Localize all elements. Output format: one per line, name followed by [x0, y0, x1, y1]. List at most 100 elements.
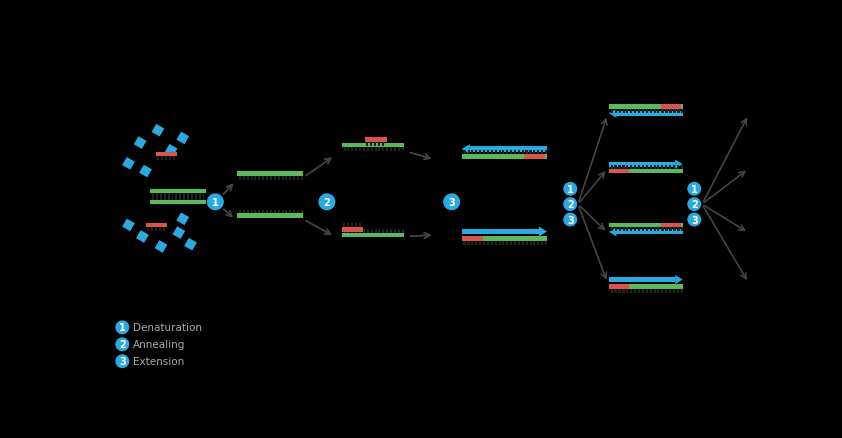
Bar: [251, 176, 253, 180]
Bar: [203, 194, 205, 198]
Bar: [609, 285, 629, 289]
Bar: [537, 151, 539, 155]
Bar: [545, 151, 547, 155]
Bar: [491, 151, 493, 155]
Bar: [525, 151, 528, 155]
Bar: [155, 240, 168, 253]
Bar: [669, 228, 671, 232]
Bar: [168, 194, 169, 198]
Bar: [646, 166, 647, 170]
Bar: [475, 241, 477, 245]
Bar: [622, 110, 625, 113]
Bar: [609, 170, 683, 174]
Bar: [673, 289, 675, 293]
Bar: [530, 241, 531, 245]
Bar: [634, 110, 636, 113]
Circle shape: [115, 338, 130, 351]
Bar: [464, 241, 466, 245]
Bar: [677, 289, 679, 293]
Bar: [472, 151, 473, 155]
Circle shape: [443, 194, 461, 211]
Bar: [653, 166, 656, 170]
Bar: [665, 228, 667, 232]
Text: 2: 2: [567, 200, 573, 210]
Bar: [611, 228, 613, 232]
Bar: [650, 166, 652, 170]
Bar: [203, 195, 205, 200]
Bar: [301, 210, 303, 214]
Bar: [363, 148, 365, 152]
Bar: [631, 166, 632, 170]
Bar: [642, 289, 644, 293]
Bar: [258, 210, 260, 214]
Bar: [297, 176, 299, 180]
Bar: [537, 241, 539, 245]
Bar: [375, 148, 376, 152]
Bar: [665, 166, 667, 170]
Bar: [626, 166, 628, 170]
Bar: [175, 195, 178, 200]
Polygon shape: [539, 227, 547, 237]
Bar: [658, 228, 659, 232]
Bar: [461, 237, 483, 241]
Bar: [355, 229, 357, 233]
Bar: [179, 194, 181, 198]
Bar: [394, 148, 396, 152]
Bar: [187, 195, 189, 200]
Bar: [518, 241, 520, 245]
Bar: [191, 194, 193, 198]
Bar: [673, 228, 675, 232]
Bar: [195, 195, 197, 200]
Bar: [498, 151, 500, 155]
Bar: [237, 172, 303, 176]
Bar: [351, 148, 354, 152]
Bar: [530, 151, 531, 155]
Bar: [476, 151, 477, 155]
Bar: [157, 157, 159, 161]
Bar: [367, 229, 369, 233]
Bar: [301, 176, 303, 180]
Bar: [242, 210, 245, 214]
Bar: [390, 148, 392, 152]
Bar: [674, 110, 676, 113]
Bar: [609, 285, 683, 289]
Bar: [366, 142, 368, 146]
Bar: [342, 233, 403, 238]
Bar: [176, 132, 189, 145]
Bar: [147, 228, 149, 232]
Bar: [152, 125, 164, 137]
Bar: [136, 231, 149, 243]
Circle shape: [115, 354, 130, 368]
Bar: [239, 210, 241, 214]
Bar: [247, 176, 248, 180]
Bar: [163, 228, 164, 232]
Bar: [394, 229, 396, 233]
Bar: [642, 228, 644, 232]
Bar: [622, 166, 624, 170]
Bar: [498, 241, 500, 245]
Bar: [354, 224, 357, 228]
Bar: [179, 195, 181, 200]
Bar: [187, 194, 189, 198]
Circle shape: [207, 194, 224, 211]
Bar: [634, 228, 636, 232]
Bar: [616, 112, 683, 117]
Bar: [351, 224, 353, 228]
Bar: [622, 228, 625, 232]
Bar: [609, 223, 683, 228]
Bar: [370, 229, 373, 233]
Bar: [609, 162, 675, 167]
Bar: [254, 210, 256, 214]
Circle shape: [318, 194, 335, 211]
Bar: [281, 176, 284, 180]
Bar: [646, 289, 647, 293]
Bar: [616, 230, 683, 235]
Text: 1: 1: [212, 198, 219, 207]
Bar: [622, 289, 624, 293]
Bar: [661, 223, 681, 228]
Bar: [464, 151, 466, 155]
Bar: [151, 228, 153, 232]
Bar: [661, 105, 681, 110]
Bar: [150, 200, 206, 205]
Bar: [156, 194, 158, 198]
